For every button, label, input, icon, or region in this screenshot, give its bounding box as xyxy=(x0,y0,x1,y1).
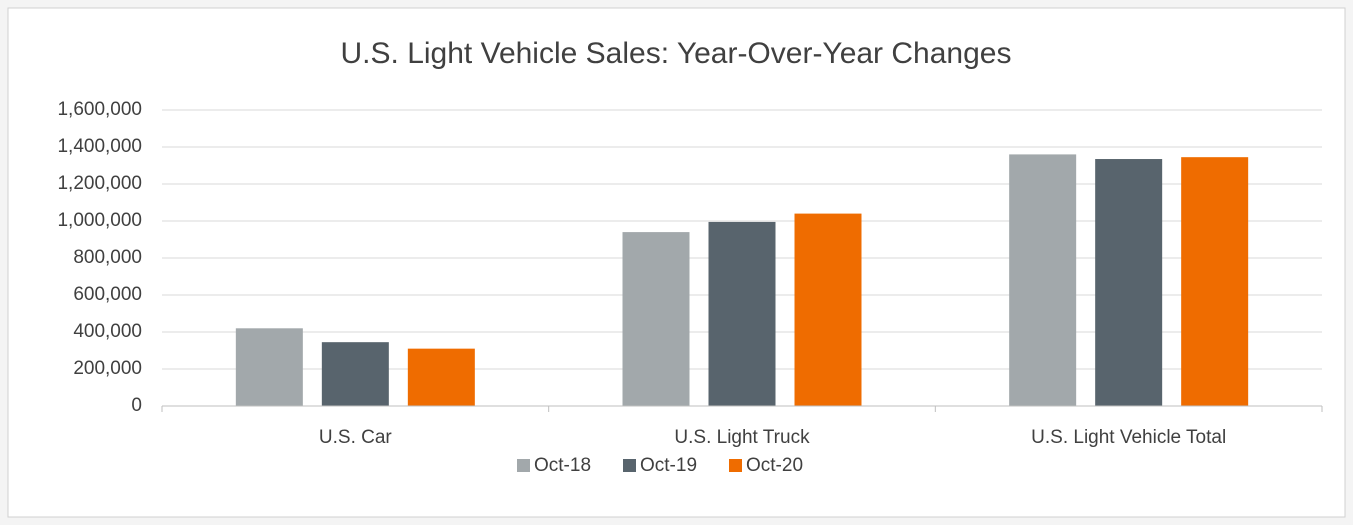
bar xyxy=(407,348,475,406)
bar xyxy=(622,232,690,406)
y-tick-label: 200,000 xyxy=(73,358,142,379)
y-tick-label: 800,000 xyxy=(73,247,142,268)
y-tick-label: 0 xyxy=(131,395,142,416)
y-tick-label: 1,400,000 xyxy=(57,136,142,157)
y-tick-label: 400,000 xyxy=(73,321,142,342)
legend-label: Oct-19 xyxy=(640,455,697,476)
bar xyxy=(235,328,303,406)
legend-swatch xyxy=(729,459,742,472)
x-tick-label: U.S. Light Truck xyxy=(674,427,810,448)
y-tick-label: 1,200,000 xyxy=(57,173,142,194)
legend-swatch xyxy=(623,459,636,472)
chart-title: U.S. Light Vehicle Sales: Year-Over-Year… xyxy=(341,37,1012,70)
bar xyxy=(708,221,776,406)
x-tick-label: U.S. Car xyxy=(319,427,393,448)
bar xyxy=(1009,154,1077,406)
bar xyxy=(1181,157,1249,406)
bar xyxy=(794,213,862,406)
bar xyxy=(321,342,389,406)
legend-swatch xyxy=(517,459,530,472)
bar xyxy=(1095,159,1163,406)
y-tick-label: 600,000 xyxy=(73,284,142,305)
y-tick-label: 1,000,000 xyxy=(57,210,142,231)
legend-label: Oct-18 xyxy=(534,455,591,476)
x-tick-label: U.S. Light Vehicle Total xyxy=(1031,427,1226,448)
legend-label: Oct-20 xyxy=(746,455,803,476)
y-tick-label: 1,600,000 xyxy=(57,99,142,120)
